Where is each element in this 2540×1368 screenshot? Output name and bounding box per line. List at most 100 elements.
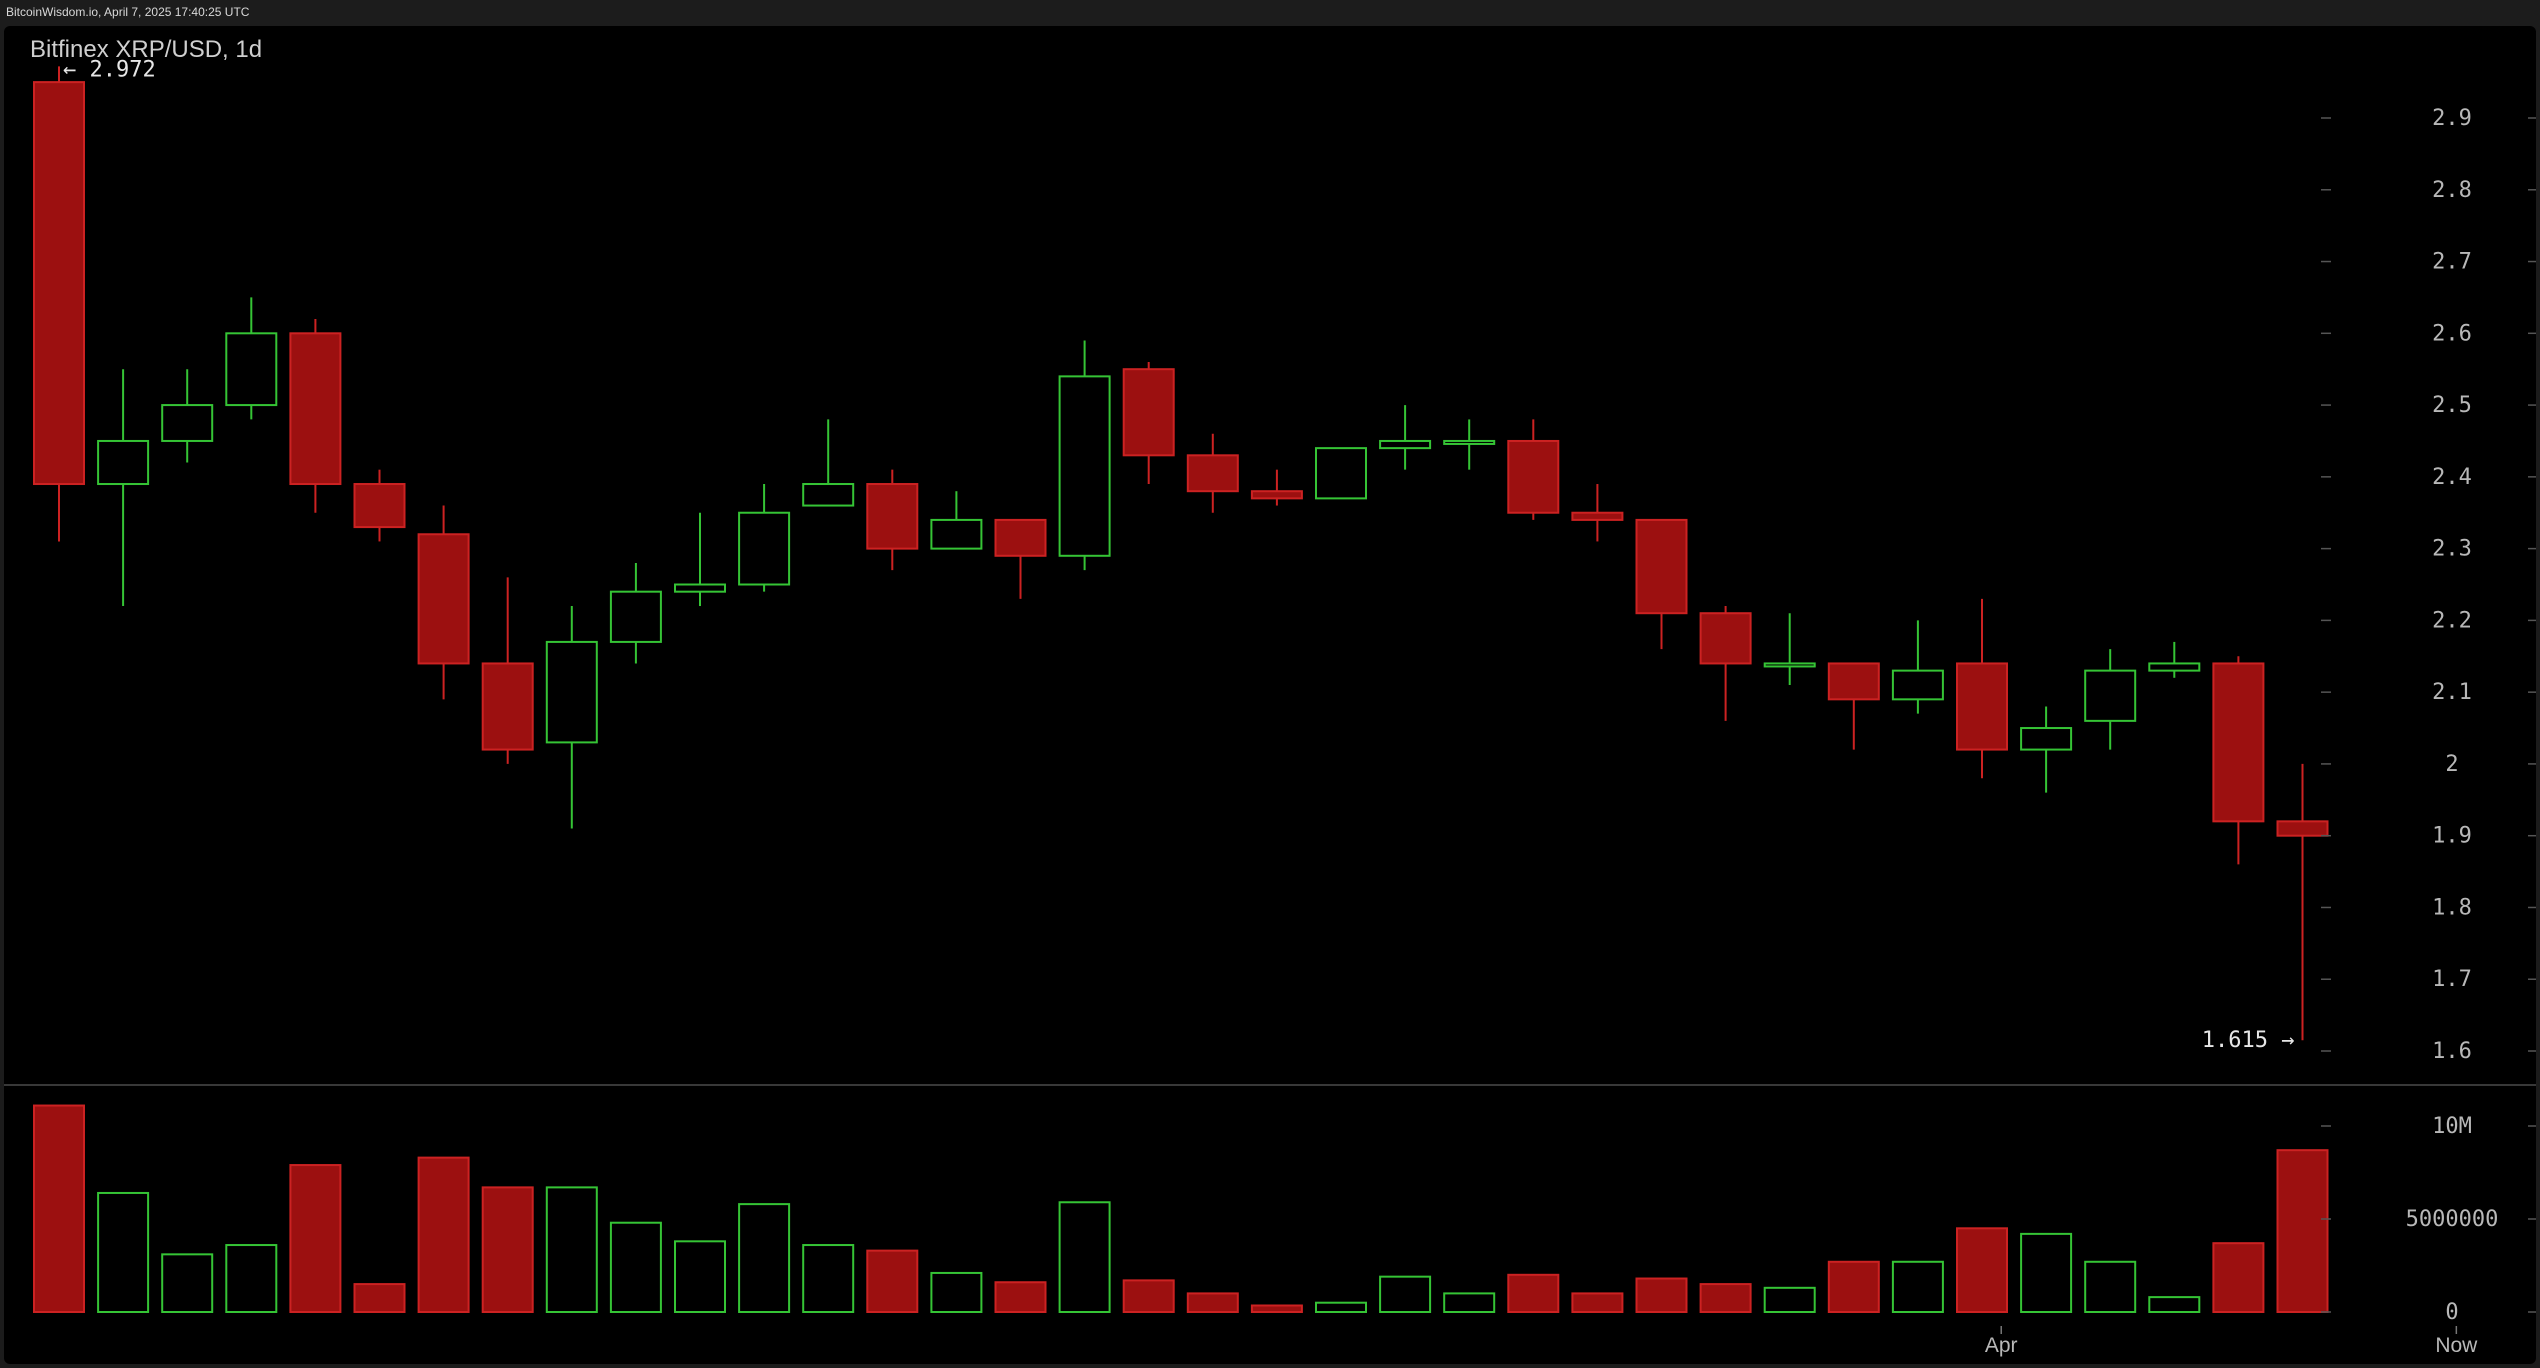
price-tick-label: 2.8	[2432, 178, 2472, 203]
candle	[289, 318, 342, 513]
candle-body	[674, 583, 726, 593]
candle-body	[1763, 662, 1816, 668]
volume-bar	[609, 1221, 662, 1313]
volume-bar	[289, 1164, 342, 1314]
volume-bar	[1315, 1301, 1367, 1313]
candle-body	[545, 640, 598, 744]
candle	[2020, 706, 2073, 793]
candle-body	[866, 483, 919, 550]
candle	[2084, 649, 2137, 750]
candle-body	[1379, 439, 1432, 450]
candle-body	[1891, 669, 1944, 701]
price-tick-label: 2.6	[2432, 321, 2472, 346]
volume-bar	[1891, 1260, 1944, 1314]
candle	[609, 562, 662, 664]
price-tick-label: 2.5	[2432, 393, 2472, 418]
axis-layer: 1.6 1.7 1.8 1.9 2 2.1 2.2 2.3 2.4 2.5 2.6 2.7 2.8 2.9…	[4, 106, 2536, 1357]
candle	[1699, 606, 1752, 721]
candle	[1571, 484, 1624, 542]
volume-bar	[1186, 1292, 1239, 1314]
candle-body	[289, 332, 342, 486]
candle	[1250, 469, 1303, 506]
volume-bar	[97, 1191, 150, 1313]
candle-body	[1827, 662, 1880, 701]
volume-bar	[33, 1104, 85, 1314]
price-tick-label: 1.8	[2432, 895, 2472, 920]
candle-body	[1635, 518, 1688, 615]
candle	[225, 297, 278, 420]
price-tick-label: 2.2	[2432, 608, 2472, 633]
candle	[1058, 340, 1111, 571]
volume-bar	[545, 1186, 598, 1314]
candlestick-chart[interactable]: 1.6 1.7 1.8 1.9 2 2.1 2.2 2.3 2.4 2.5 2.6 2.7 2.8 2.9…	[4, 26, 2536, 1364]
price-tick-label: 2.1	[2432, 680, 2472, 705]
volume-bar	[2084, 1260, 2137, 1314]
candle-body	[609, 590, 662, 643]
price-tick-label: 1.6	[2432, 1039, 2472, 1064]
candle-body	[1571, 511, 1624, 521]
candle	[97, 369, 150, 607]
candle-body	[481, 662, 534, 751]
candle	[1443, 419, 1496, 470]
candle	[1956, 598, 2008, 779]
candle-body	[2148, 662, 2201, 672]
candle	[1635, 518, 1688, 650]
candle	[161, 369, 214, 463]
candle-body	[1956, 662, 2008, 751]
candle	[866, 469, 919, 571]
candle	[1379, 405, 1432, 470]
volume-bar	[1122, 1279, 1175, 1314]
candle-body	[1122, 368, 1175, 457]
high-price-annotation: ← 2.972	[63, 57, 156, 82]
volume-bar	[161, 1253, 214, 1313]
volume-bar	[1635, 1277, 1688, 1314]
candle-body	[1315, 447, 1367, 500]
volume-bar	[2212, 1242, 2265, 1314]
volume-bar	[1699, 1283, 1752, 1313]
volume-bar	[1058, 1201, 1111, 1314]
candle	[1507, 419, 1560, 520]
candle	[33, 66, 85, 542]
price-tick-label: 2.7	[2432, 250, 2472, 275]
volume-bar	[1507, 1273, 1560, 1314]
volume-bar	[225, 1244, 278, 1314]
candle	[1827, 662, 1880, 750]
candle	[802, 419, 855, 507]
top-bar: BitcoinWisdom.io, April 7, 2025 17:40:25…	[0, 0, 2540, 26]
candle	[2148, 641, 2201, 678]
volume-bar	[994, 1281, 1047, 1313]
time-tick-label: Apr	[1985, 1334, 2018, 1357]
price-tick-label: 1.9	[2432, 824, 2472, 849]
volume-bar	[866, 1249, 919, 1313]
volume-tick-label: 0	[2445, 1300, 2458, 1325]
volume-layer	[33, 1104, 2329, 1314]
candle-body	[2212, 662, 2265, 823]
candle-body	[2276, 820, 2329, 837]
volume-bar	[1379, 1275, 1432, 1314]
volume-bar	[2276, 1149, 2329, 1314]
source-label: BitcoinWisdom.io, April 7, 2025 17:40:25…	[6, 5, 250, 19]
candle-body	[1443, 439, 1496, 445]
volume-bar	[481, 1186, 534, 1314]
candle-body	[1186, 454, 1239, 493]
candle-body	[930, 518, 983, 550]
volume-tick-label: 5000000	[2406, 1207, 2499, 1232]
price-tick-label: 2	[2445, 752, 2458, 777]
volume-bar	[2148, 1296, 2201, 1313]
candle-body	[225, 332, 278, 407]
annotation-layer: ← 2.972 1.615 →	[63, 57, 2295, 1053]
price-tick-label: 1.7	[2432, 967, 2472, 992]
candle-body	[353, 483, 406, 529]
candle	[417, 505, 470, 700]
volume-bar	[1443, 1292, 1496, 1314]
candle-body	[161, 404, 214, 442]
volume-bar	[1956, 1227, 2008, 1314]
chart-title: Bitfinex XRP/USD, 1d	[30, 36, 263, 63]
volume-bar	[1571, 1292, 1624, 1314]
candle	[1122, 362, 1175, 485]
chart-frame[interactable]: 1.6 1.7 1.8 1.9 2 2.1 2.2 2.3 2.4 2.5 2.6 2.7 2.8 2.9…	[4, 26, 2536, 1364]
candle	[674, 512, 726, 607]
candle-body	[1699, 612, 1752, 665]
volume-tick-label: 10M	[2432, 1114, 2472, 1139]
candle	[738, 484, 791, 592]
